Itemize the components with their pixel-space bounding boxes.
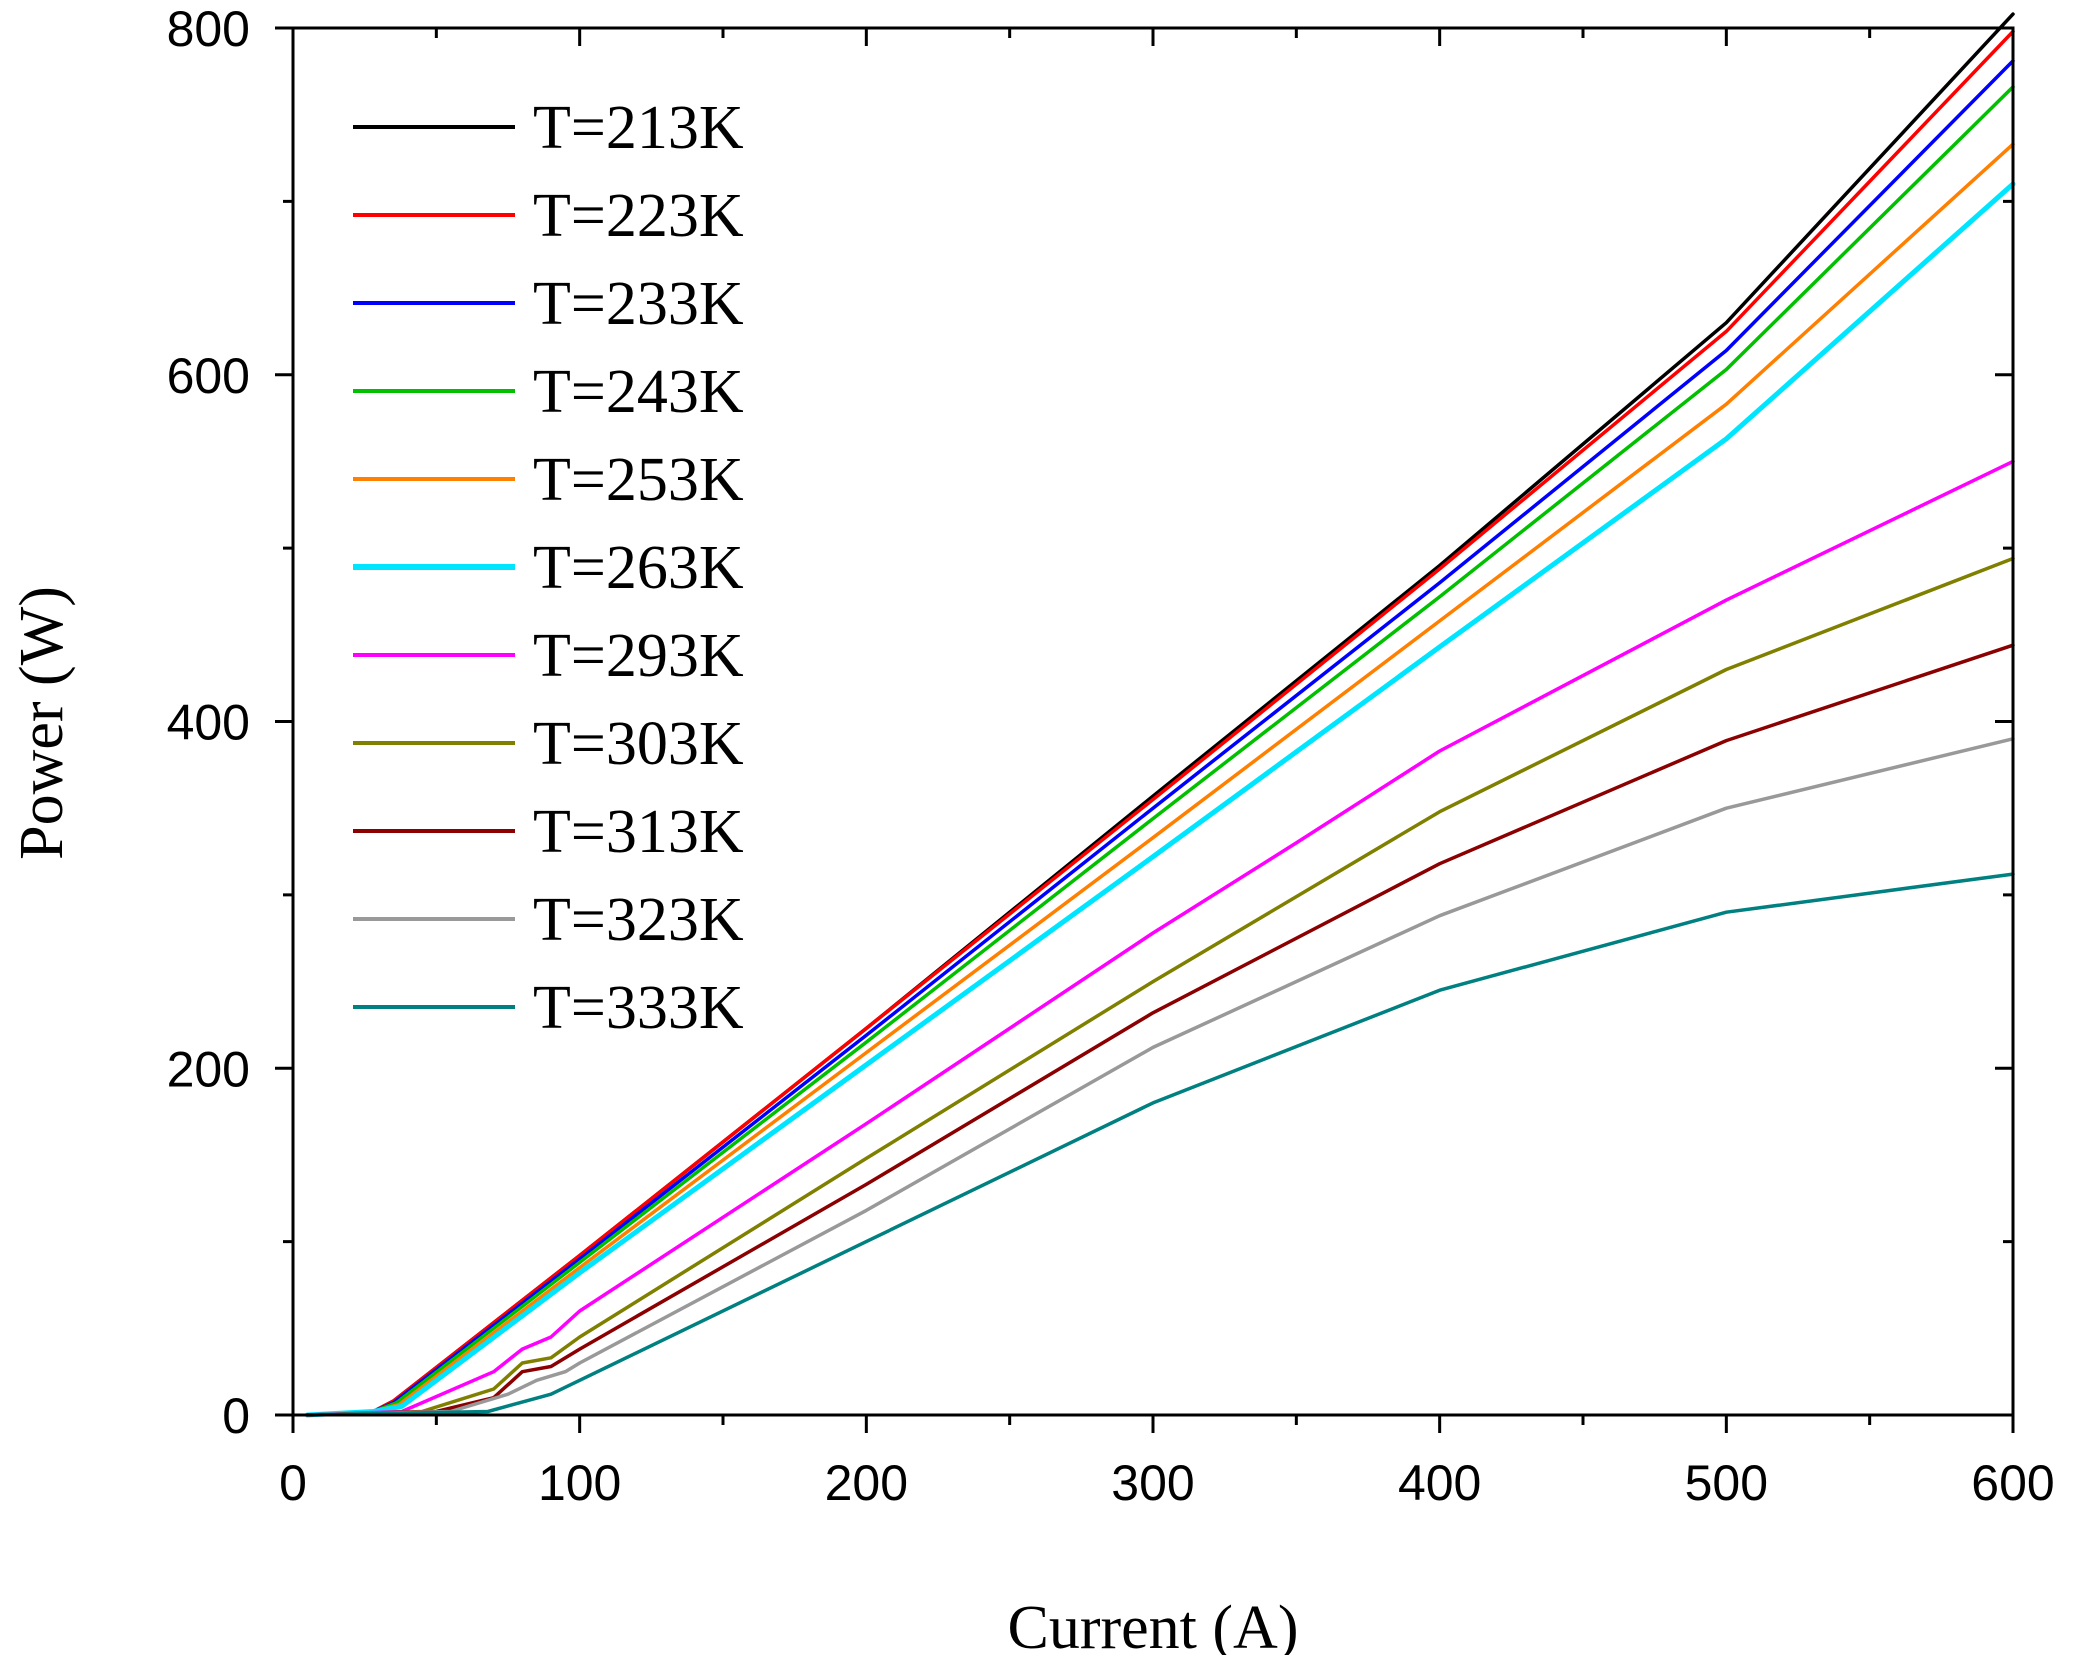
legend-label: T=303K (533, 710, 744, 778)
x-tick-label: 0 (279, 1455, 307, 1511)
x-tick-label: 600 (1971, 1455, 2054, 1511)
y-tick-label: 600 (167, 348, 250, 404)
legend-label: T=253K (533, 446, 744, 514)
y-tick-label: 0 (222, 1388, 250, 1444)
legend-label: T=323K (533, 886, 744, 954)
series-line-7 (305, 459, 2015, 1417)
series-line-11 (305, 872, 2015, 1417)
legend-label: T=333K (533, 974, 744, 1042)
series-line-8 (305, 556, 2015, 1417)
x-tick-label: 500 (1685, 1455, 1768, 1511)
series-layer (304, 12, 2016, 1418)
x-tick-label: 200 (825, 1455, 908, 1511)
y-tick-label: 400 (167, 695, 250, 751)
legend-label: T=233K (533, 270, 744, 338)
y-tick-label: 200 (167, 1041, 250, 1097)
legend-label: T=223K (533, 182, 744, 250)
series-line-6 (304, 181, 2016, 1418)
legend-label: T=213K (533, 94, 744, 162)
legend-label: T=263K (533, 534, 744, 602)
y-axis-title: Power (W) (8, 586, 76, 860)
x-tick-label: 100 (538, 1455, 621, 1511)
x-tick-label: 400 (1398, 1455, 1481, 1511)
legend-label: T=313K (533, 798, 744, 866)
legend-label: T=243K (533, 358, 744, 426)
y-tick-label: 800 (167, 1, 250, 57)
legend-label: T=293K (533, 622, 744, 690)
tick-layer: 0 100 200 300 400 500 600 0 200 400 600 800 (167, 1, 2055, 1511)
series-line-9 (305, 643, 2015, 1417)
x-axis-title: Current (A) (1008, 1594, 1299, 1655)
series-line-10 (305, 737, 2015, 1417)
legend: T=213K T=223K T=233K T=243K T=253K T=263K T=29… (353, 94, 744, 1042)
x-tick-label: 300 (1111, 1455, 1194, 1511)
